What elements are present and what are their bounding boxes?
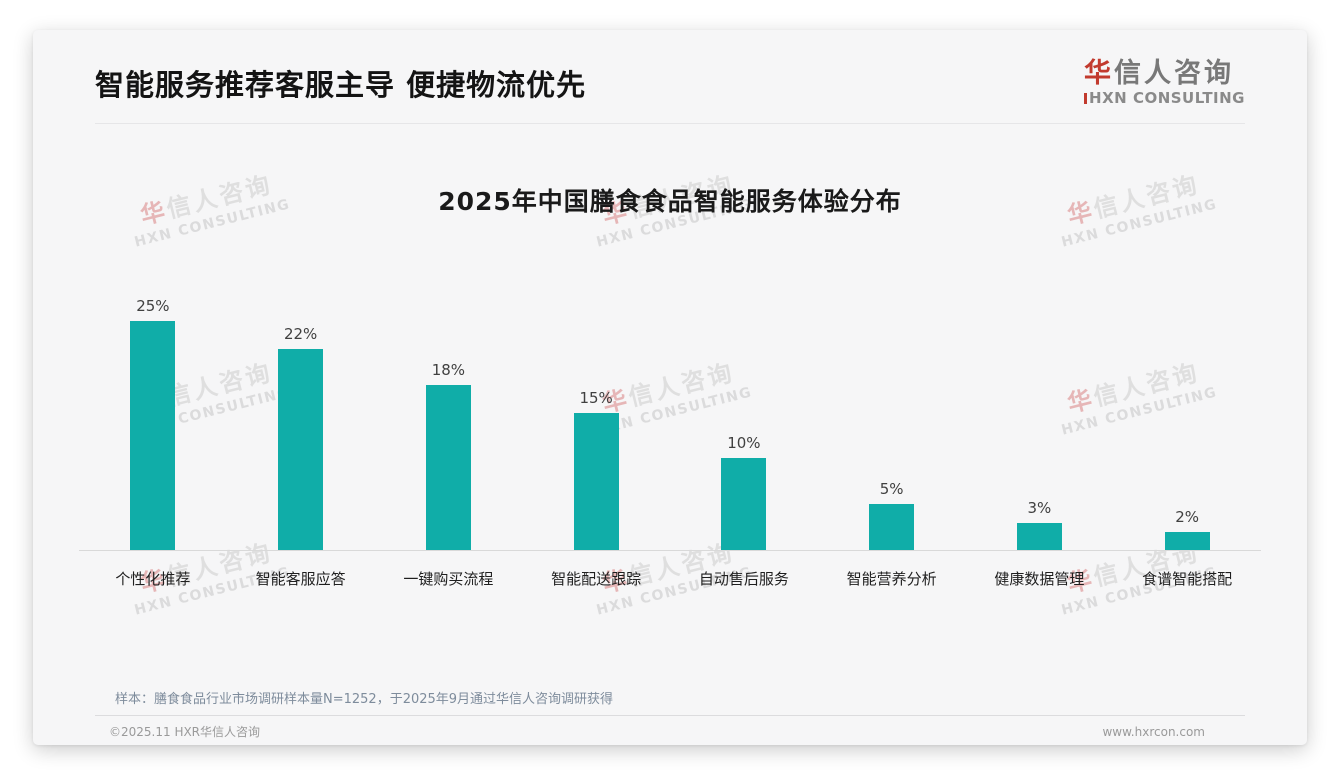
header: 智能服务推荐客服主导 便捷物流优先 华信人咨询 HXN CONSULTING	[95, 30, 1245, 125]
bar-group: 22%	[227, 325, 375, 551]
bar-value-label: 18%	[431, 361, 466, 380]
bar-value-label: 25%	[136, 297, 170, 316]
category-label: 一键购买流程	[403, 570, 494, 589]
bar-group: 10%	[670, 434, 818, 551]
bar	[573, 412, 619, 551]
bar-group: 25%	[79, 297, 227, 551]
bar	[721, 458, 767, 551]
bar-chart: 25% 22% 18% 15% 10% 5% 3% 2% 个性化推荐 智能客服应答 一键购买流程 智…	[79, 296, 1261, 589]
chart-title: 2025年中国膳食食品智能服务体验分布	[438, 187, 902, 217]
category-label: 自动售后服务	[698, 570, 789, 589]
bar	[278, 348, 324, 551]
company-logo: 华信人咨询 HXN CONSULTING	[1084, 56, 1245, 107]
category-label: 智能客服应答	[255, 570, 346, 589]
category-label: 个性化推荐	[115, 570, 191, 589]
bar-group: 18%	[375, 361, 523, 551]
logo-cn-text: 华信人咨询	[1084, 58, 1235, 89]
report-card: 华信人咨询 HXN CONSULTING 华信人咨询 HXN CONSULTING 华信…	[33, 30, 1307, 745]
bar-group: 2%	[1113, 507, 1261, 551]
bar-value-label: 5%	[879, 480, 904, 499]
footer: ©2025.11 HXR华信人咨询 www.hxrcon.com	[95, 723, 1245, 740]
copyright-text: ©2025.11 HXR华信人咨询	[109, 725, 261, 740]
bar-value-label: 10%	[727, 434, 761, 453]
chart-plot-area: 25% 22% 18% 15% 10% 5% 3% 2%	[79, 296, 1261, 552]
chart-category-axis: 个性化推荐 智能客服应答 一键购买流程 智能配送跟踪 自动售后服务 智能营养分析 健康数据管…	[79, 568, 1261, 589]
logo-en-text: HXN CONSULTING	[1084, 89, 1245, 107]
website-link[interactable]: www.hxrcon.com	[1102, 724, 1205, 739]
bar-group: 15%	[522, 388, 670, 551]
bar-value-label: 22%	[283, 324, 318, 343]
bar	[1164, 531, 1210, 551]
bar-value-label: 2%	[1175, 507, 1200, 526]
category-label: 智能配送跟踪	[551, 570, 642, 589]
bar-group: 3%	[966, 498, 1114, 551]
footer-divider	[95, 715, 1245, 717]
category-label: 食谱智能搭配	[1142, 570, 1233, 589]
logo-tick-icon	[1084, 92, 1088, 104]
bar-value-label: 15%	[579, 388, 613, 407]
bar-group: 5%	[818, 480, 966, 551]
category-label: 智能营养分析	[846, 570, 937, 589]
category-label: 健康数据管理	[994, 570, 1085, 589]
bar-value-label: 3%	[1027, 498, 1052, 517]
sample-note: 样本：膳食食品行业市场调研样本量N=1252，于2025年9月通过华信人咨询调研…	[115, 692, 614, 708]
bar	[130, 321, 176, 551]
bar	[1016, 522, 1062, 551]
bar	[425, 385, 471, 551]
page-title: 智能服务推荐客服主导 便捷物流优先	[95, 68, 587, 102]
bar	[869, 504, 915, 551]
